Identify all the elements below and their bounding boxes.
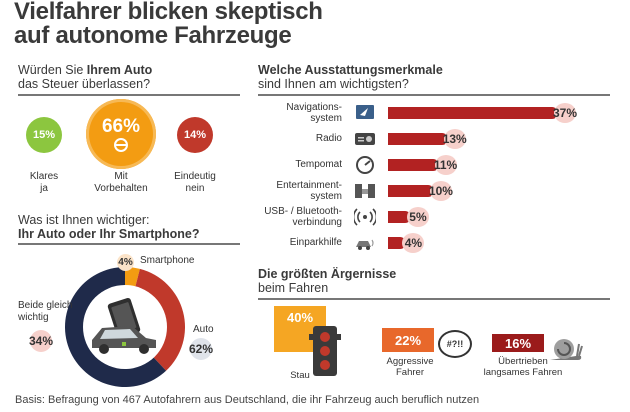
- q4-heading: Die größten Ärgernisse beim Fahren: [258, 267, 396, 295]
- snail-icon: [550, 339, 583, 360]
- q3-heading-line2: sind Ihnen am wichtigsten?: [258, 77, 409, 91]
- q3-heading: Welche Ausstattungsmerkmale sind Ihnen a…: [258, 63, 443, 91]
- title-line-2: auf autonome Fahrzeuge: [14, 22, 292, 49]
- parking-sensor-icon: [356, 239, 374, 250]
- bar-value-label: 10%: [429, 181, 453, 201]
- bar: [388, 211, 411, 223]
- q1-heading: Würden Sie Ihrem Auto das Steuer überlas…: [18, 63, 152, 91]
- q4-heading-line1: Die größten Ärgernisse: [258, 267, 397, 281]
- q2-heading-line1: Was ist Ihnen wichtiger:: [18, 213, 150, 227]
- answer-reservations-label: Mit Vorbehalten: [94, 171, 148, 194]
- answer-no-label: Eindeutig nein: [174, 171, 216, 194]
- aggressive-pct: 22%: [394, 332, 422, 348]
- car-with-phone-icon: [92, 297, 156, 354]
- wireless-icon: [354, 208, 376, 226]
- traffic-jam-pct: 40%: [286, 310, 314, 325]
- bar-value-label: 4%: [402, 233, 425, 253]
- bar-label: Navigations-system: [286, 102, 342, 124]
- bar: [388, 159, 439, 171]
- bar: [388, 133, 448, 145]
- bar-label: Radio: [315, 133, 342, 144]
- bar-value-label: 37%: [553, 103, 577, 123]
- answer-yes-pct: 15%: [32, 129, 56, 141]
- annoyance-slow-box: 16%: [492, 334, 544, 352]
- q2-divider: [18, 243, 240, 245]
- navigation-icon: [356, 105, 374, 119]
- q1-heading-bold: Ihrem Auto: [86, 63, 153, 77]
- bar-value-label: 11%: [434, 155, 457, 175]
- importance-donut-chart: [65, 267, 185, 387]
- bar-label: Tempomat: [295, 159, 342, 170]
- answer-circle-no: 14%: [177, 117, 213, 153]
- bar-value-label: 13%: [443, 129, 467, 149]
- q3-divider: [258, 94, 610, 96]
- both-pct-badge: 34%: [29, 330, 53, 352]
- answer-circle-yes: 15%: [26, 117, 62, 153]
- answer-circle-reservations: 66%: [86, 99, 156, 169]
- q4-heading-line2: beim Fahren: [258, 281, 329, 295]
- both-label: Beide gleich wichtig: [18, 300, 73, 323]
- auto-label: Auto: [193, 324, 214, 335]
- aggressive-label: Aggressive Fahrer: [386, 356, 434, 378]
- slow-label: Übertrieben langsames Fahren: [483, 356, 563, 378]
- bar: [388, 237, 407, 249]
- speaker-icon: [355, 184, 375, 198]
- bar-label: Einparkhilfe: [289, 237, 342, 248]
- title-line-1: Vielfahrer blicken skeptisch: [14, 0, 323, 25]
- angry-speech-icon: #?!!: [438, 330, 472, 358]
- traffic-light-icon: [309, 326, 341, 376]
- q3-heading-line1: Welche Ausstattungsmerkmale: [258, 63, 443, 77]
- bar-value-label: 5%: [406, 207, 429, 227]
- bar: [388, 185, 434, 197]
- q1-heading-line2: das Steuer überlassen?: [18, 77, 151, 91]
- slow-pct: 16%: [504, 335, 532, 351]
- bar-label: Entertainment-system: [276, 180, 342, 202]
- speedometer-icon: [356, 156, 374, 174]
- steering-wheel-icon: [114, 138, 128, 152]
- radio-icon: [355, 133, 375, 145]
- footer-note: Basis: Befragung von 467 Autofahrern aus…: [15, 394, 480, 406]
- q2-heading-line2: Ihr Auto oder Ihr Smartphone?: [18, 227, 200, 241]
- q2-heading: Was ist Ihnen wichtiger: Ihr Auto oder I…: [18, 213, 199, 241]
- q4-divider: [258, 298, 610, 300]
- traffic-jam-label: Stau: [290, 370, 310, 381]
- smartphone-pct-badge: 4%: [117, 254, 134, 271]
- features-bar-chart: Navigations-system 37% Radio 13% Tempomat 11%…: [250, 100, 620, 260]
- q1-heading-pre: Würden Sie: [18, 63, 87, 77]
- smartphone-label: Smartphone: [140, 255, 195, 266]
- bar-label: USB- / Bluetooth-verbindung: [264, 206, 342, 228]
- answer-no-pct: 14%: [183, 129, 207, 141]
- page-title: Vielfahrer blicken skeptisch auf autonom…: [14, 0, 323, 48]
- q1-divider: [18, 94, 240, 96]
- annoyance-aggressive-box: 22%: [382, 328, 434, 352]
- bar: [388, 107, 558, 119]
- answer-yes-label: Klares ja: [29, 171, 59, 194]
- answer-reservations-pct: 66%: [101, 116, 141, 137]
- auto-pct-badge: 62%: [189, 338, 213, 360]
